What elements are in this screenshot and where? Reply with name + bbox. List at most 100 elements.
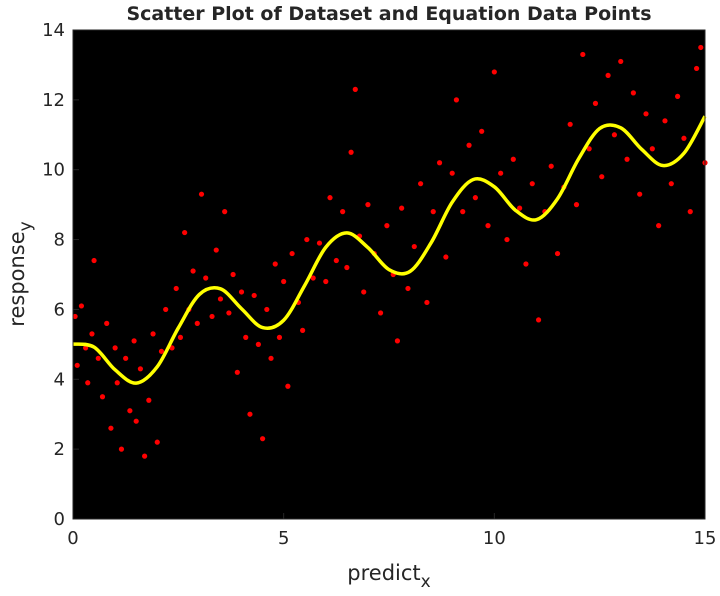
scatter-point xyxy=(281,278,287,285)
x-label-main: predict xyxy=(347,561,420,585)
scatter-point xyxy=(203,275,209,281)
scatter-point xyxy=(352,86,358,92)
scatter-point xyxy=(85,380,91,386)
scatter-point xyxy=(137,366,144,372)
scatter-point xyxy=(323,278,329,285)
scatter-point xyxy=(411,243,417,250)
scatter-point xyxy=(599,174,605,180)
y-tick-label: 0 xyxy=(54,509,65,530)
scatter-point xyxy=(118,446,125,452)
scatter-point xyxy=(112,345,118,351)
scatter-point xyxy=(89,331,95,337)
scatter-point xyxy=(300,327,306,333)
scatter-point xyxy=(230,271,236,278)
scatter-point xyxy=(95,355,101,361)
scatter-point xyxy=(605,72,611,79)
scatter-point xyxy=(222,209,228,215)
scatter-point xyxy=(624,156,630,162)
scatter-point xyxy=(485,223,491,229)
scatter-point xyxy=(548,163,554,169)
scatter-point xyxy=(340,209,346,215)
scatter-point xyxy=(260,436,266,442)
scatter-point xyxy=(418,181,424,187)
scatter-point xyxy=(289,250,295,257)
y-label-main: response xyxy=(5,231,29,326)
scatter-point xyxy=(580,51,586,58)
y-label-subscript: y xyxy=(16,221,36,231)
scatter-point xyxy=(430,209,436,215)
scatter-point xyxy=(361,289,367,295)
scatter-point xyxy=(586,146,592,152)
scatter-point xyxy=(466,142,472,148)
scatter-point xyxy=(177,334,184,340)
chart-title: Scatter Plot of Dataset and Equation Dat… xyxy=(126,3,651,25)
y-tick-label: 6 xyxy=(54,299,65,320)
scatter-point xyxy=(637,191,643,197)
scatter-point xyxy=(182,229,188,236)
scatter-point xyxy=(114,380,120,386)
scatter-point xyxy=(348,149,354,155)
scatter-point xyxy=(611,132,618,138)
y-tick-label: 14 xyxy=(42,20,65,41)
scatter-point xyxy=(643,111,649,117)
scatter-point xyxy=(399,205,405,211)
scatter-point xyxy=(681,135,687,141)
scatter-point xyxy=(91,257,97,264)
scatter-point xyxy=(285,383,291,389)
scatter-point xyxy=(194,320,200,326)
x-tick-label: 5 xyxy=(278,528,289,549)
scatter-point xyxy=(656,223,662,229)
scatter-point xyxy=(276,334,283,340)
scatter-point xyxy=(649,146,655,152)
scatter-point xyxy=(498,170,504,176)
scatter-point xyxy=(479,128,485,134)
scatter-point xyxy=(460,209,466,215)
y-tick-label: 8 xyxy=(54,230,65,251)
scatter-point xyxy=(668,181,674,187)
axes-box xyxy=(72,29,706,520)
scatter-point xyxy=(173,285,179,292)
scatter-point xyxy=(123,355,129,361)
scatter-point xyxy=(316,240,323,246)
scatter-point xyxy=(154,439,160,445)
scatter-point xyxy=(74,362,80,368)
scatter-point xyxy=(234,369,240,375)
scatter-point xyxy=(377,310,384,316)
scatter-point xyxy=(247,411,253,417)
scatter-point xyxy=(213,247,219,253)
scatter-point xyxy=(131,338,137,344)
scatter-point xyxy=(72,313,78,320)
scatter-point xyxy=(424,299,430,306)
scatter-point xyxy=(698,44,704,51)
y-tick-label: 2 xyxy=(54,439,65,460)
scatter-point xyxy=(453,97,460,103)
y-axis-label: responsey xyxy=(5,221,36,326)
scatter-point xyxy=(104,320,110,326)
x-tick-label: 10 xyxy=(483,528,506,549)
scatter-point xyxy=(190,268,196,274)
x-tick-label: 0 xyxy=(67,528,78,549)
scatter-point xyxy=(618,58,624,65)
scatter-point xyxy=(327,195,333,201)
scatter-point xyxy=(255,341,261,347)
scatter-point xyxy=(169,345,175,351)
scatter-point xyxy=(226,310,232,316)
scatter-point xyxy=(146,397,152,403)
scatter-point xyxy=(491,69,497,75)
scatter-point xyxy=(693,65,700,72)
scatter-point xyxy=(573,202,580,208)
scatter-point xyxy=(158,348,165,354)
scatter-point xyxy=(272,261,278,267)
scatter-point xyxy=(127,408,133,414)
scatter-point xyxy=(310,275,316,281)
scatter-point xyxy=(243,334,249,340)
scatter-point xyxy=(333,257,339,264)
y-tick-label: 4 xyxy=(54,369,65,390)
x-label-subscript: x xyxy=(421,572,431,592)
scatter-point xyxy=(394,338,401,344)
scatter-point xyxy=(443,254,449,260)
x-axis-label: predictx xyxy=(347,561,430,592)
scatter-point xyxy=(687,209,693,215)
scatter-point xyxy=(150,331,156,337)
